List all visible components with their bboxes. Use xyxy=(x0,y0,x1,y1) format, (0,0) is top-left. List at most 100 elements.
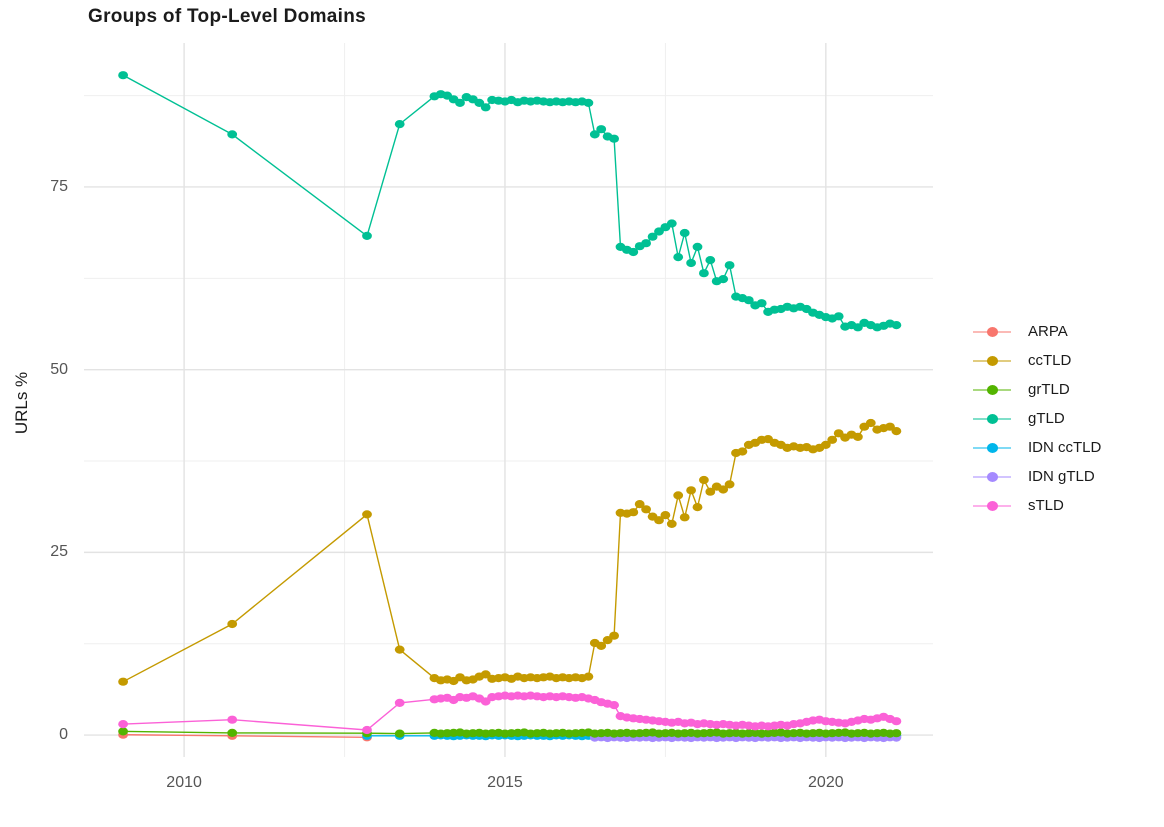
series-point-cctld xyxy=(654,516,664,525)
series-point-gtld xyxy=(686,258,696,268)
y-tick-label: 0 xyxy=(59,726,68,744)
legend-label: ARPA xyxy=(1028,323,1068,340)
series-point-cctld xyxy=(820,440,831,449)
series-point-gtld xyxy=(891,321,902,330)
x-tick-label: 2015 xyxy=(487,774,523,791)
x-tick-label: 2020 xyxy=(808,774,844,791)
series-point-cctld xyxy=(699,475,709,485)
series-point-cctld xyxy=(705,487,716,496)
series-point-gtld xyxy=(756,299,767,308)
series-point-cctld xyxy=(394,645,405,654)
chart-title: Groups of Top-Level Domains xyxy=(88,6,366,27)
series-point-gtld xyxy=(394,120,405,129)
series-point-stld xyxy=(118,720,128,729)
series-point-gtld xyxy=(583,98,594,107)
series-point-gtld xyxy=(718,275,729,284)
y-tick-label: 50 xyxy=(50,360,68,378)
legend: ARPA ccTLD grTLD gTLD IDN ccTLD IDN gTLD sTLD xyxy=(972,317,1101,520)
legend-label: IDN ccTLD xyxy=(1028,439,1102,456)
legend-key-dot xyxy=(986,471,998,482)
series-point-gtld xyxy=(362,231,372,240)
legend-marker-icon xyxy=(972,433,1012,462)
legend-key-dot xyxy=(986,326,998,337)
series-point-cctld xyxy=(718,485,729,494)
series-point-stld xyxy=(362,725,372,735)
series-point-gtld xyxy=(647,232,658,241)
series-point-cctld xyxy=(583,672,594,681)
legend-key-dot xyxy=(986,355,998,366)
legend-key-dot xyxy=(986,384,998,395)
series-point-cctld xyxy=(891,427,902,436)
series-point-grtld xyxy=(118,727,128,736)
series-point-gtld xyxy=(743,296,754,305)
series-point-stld xyxy=(394,698,405,708)
legend-item-grtld: grTLD xyxy=(972,375,1101,404)
series-point-cctld xyxy=(641,505,651,514)
series-point-cctld xyxy=(686,486,696,495)
series-point-cctld xyxy=(634,500,645,509)
series-point-stld xyxy=(227,715,238,724)
series-point-gtld xyxy=(641,239,651,248)
series-point-gtld xyxy=(596,125,607,134)
legend-label: gTLD xyxy=(1028,410,1065,427)
series-point-gtld xyxy=(699,269,709,278)
legend-marker-icon xyxy=(972,317,1012,346)
legend-key-dot xyxy=(986,442,998,453)
series-point-cctld xyxy=(853,432,863,441)
series-point-grtld xyxy=(227,728,238,738)
series-line-gtld xyxy=(122,74,897,329)
series-point-grtld xyxy=(394,729,405,738)
series-point-gtld xyxy=(673,253,684,262)
series-point-cctld xyxy=(362,510,372,519)
series-point-cctld xyxy=(865,418,876,428)
y-tick-label: 25 xyxy=(50,543,68,561)
series-point-gtld xyxy=(118,71,128,80)
legend-label: sTLD xyxy=(1028,497,1064,514)
series-point-cctld xyxy=(673,491,684,500)
legend-key-dot xyxy=(986,500,998,511)
series-point-cctld xyxy=(679,513,690,522)
series-point-cctld xyxy=(827,435,838,444)
legend-item-gtld: gTLD xyxy=(972,404,1101,433)
legend-marker-icon xyxy=(972,491,1012,520)
series-point-cctld xyxy=(596,641,607,651)
legend-label: ccTLD xyxy=(1028,352,1072,369)
y-tick-label: 75 xyxy=(50,177,68,195)
series-point-cctld xyxy=(660,510,671,520)
legend-item-idn-cctld: IDN ccTLD xyxy=(972,433,1101,462)
series-point-stld xyxy=(609,701,619,710)
series-point-cctld xyxy=(227,619,238,629)
series-point-gtld xyxy=(589,130,600,139)
series-point-gtld xyxy=(679,228,690,238)
series-point-cctld xyxy=(692,503,703,512)
legend-label: grTLD xyxy=(1028,381,1070,398)
series-point-gtld xyxy=(692,242,703,251)
series-point-gtld xyxy=(666,219,677,228)
legend-marker-icon xyxy=(972,404,1012,433)
legend-item-stld: sTLD xyxy=(972,491,1101,520)
series-point-gtld xyxy=(705,256,716,265)
legend-marker-icon xyxy=(972,462,1012,491)
series-point-cctld xyxy=(724,480,735,489)
legend-item-arpa: ARPA xyxy=(972,317,1101,346)
legend-marker-icon xyxy=(972,375,1012,404)
series-point-stld xyxy=(891,717,902,726)
legend-marker-icon xyxy=(972,346,1012,375)
x-tick-label: 2010 xyxy=(166,774,202,791)
series-point-gtld xyxy=(227,130,238,139)
series-point-cctld xyxy=(628,508,639,517)
series-point-gtld xyxy=(724,261,735,270)
y-axis-title: URLs % xyxy=(12,371,31,435)
legend-item-idn-gtld: IDN gTLD xyxy=(972,462,1101,491)
series-point-cctld xyxy=(118,677,128,686)
series-point-grtld xyxy=(891,729,902,738)
legend-key-dot xyxy=(986,413,998,424)
series-point-cctld xyxy=(609,631,619,640)
series-point-cctld xyxy=(666,519,677,529)
legend-item-cctld: ccTLD xyxy=(972,346,1101,375)
series-point-gtld xyxy=(833,312,844,321)
series-point-gtld xyxy=(480,103,491,112)
series-point-cctld xyxy=(602,636,613,645)
